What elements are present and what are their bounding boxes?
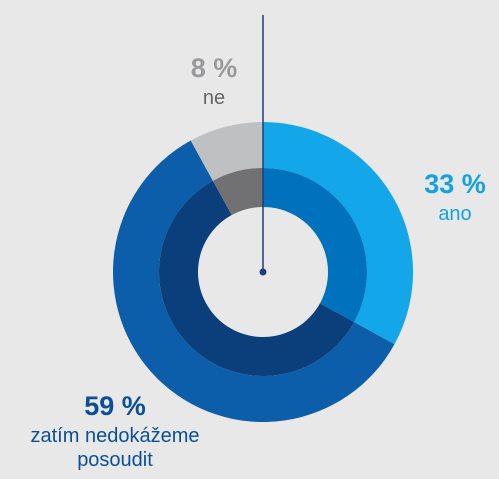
value-label: 8 % xyxy=(190,53,238,83)
value-label: 33 % xyxy=(424,169,486,199)
inner-wedge xyxy=(263,168,367,323)
category-label: ano xyxy=(438,203,472,225)
outer-wedge xyxy=(190,122,263,181)
pointer-dot xyxy=(259,268,267,276)
outer-wedge xyxy=(113,140,395,423)
category-label: ne xyxy=(202,87,226,109)
category-label: zatím nedokážeme posoudit xyxy=(30,425,200,471)
inner-wedge xyxy=(212,168,263,216)
inner-wedge xyxy=(159,180,355,376)
value-label: 59 % xyxy=(84,391,146,421)
outer-wedge xyxy=(263,122,414,345)
